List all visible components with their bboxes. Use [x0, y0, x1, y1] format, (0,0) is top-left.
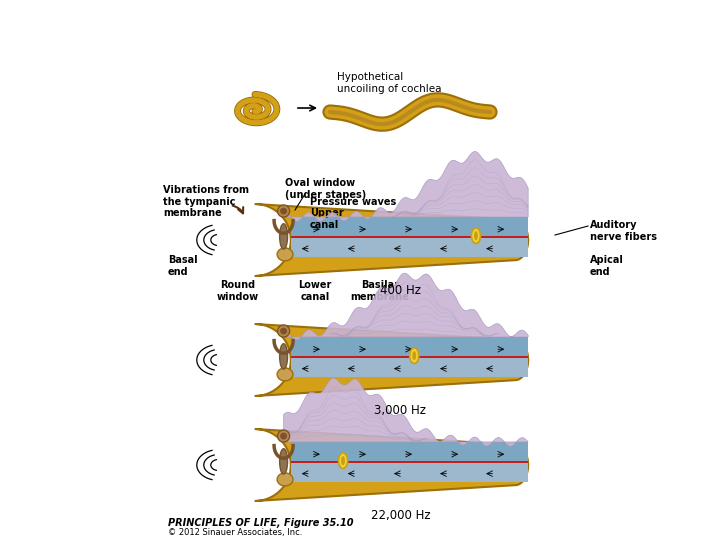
- Ellipse shape: [277, 248, 293, 261]
- Text: Round
window: Round window: [217, 280, 259, 302]
- Polygon shape: [291, 237, 528, 257]
- Ellipse shape: [472, 228, 480, 244]
- Ellipse shape: [338, 453, 348, 469]
- Circle shape: [278, 325, 289, 337]
- Polygon shape: [291, 356, 528, 377]
- Text: Vibrations from
the tympanic
membrane: Vibrations from the tympanic membrane: [163, 185, 249, 218]
- Polygon shape: [291, 442, 528, 461]
- Circle shape: [278, 205, 289, 217]
- Text: Pressure waves: Pressure waves: [310, 197, 396, 207]
- Circle shape: [280, 207, 287, 214]
- Circle shape: [280, 328, 287, 335]
- Polygon shape: [255, 324, 528, 396]
- Text: 400 Hz: 400 Hz: [380, 284, 421, 297]
- Text: Lower
canal: Lower canal: [298, 280, 332, 302]
- Polygon shape: [255, 429, 528, 501]
- Text: Basal
end: Basal end: [168, 255, 197, 276]
- Polygon shape: [291, 235, 528, 238]
- Polygon shape: [291, 461, 528, 482]
- Ellipse shape: [341, 456, 345, 465]
- Text: Basilar
membrane: Basilar membrane: [351, 280, 410, 302]
- Polygon shape: [255, 204, 528, 276]
- Text: Auditory
nerve fibers: Auditory nerve fibers: [590, 220, 657, 241]
- Ellipse shape: [277, 473, 293, 486]
- Circle shape: [278, 430, 289, 442]
- Text: © 2012 Sinauer Associates, Inc.: © 2012 Sinauer Associates, Inc.: [168, 528, 302, 537]
- Polygon shape: [284, 152, 528, 221]
- Ellipse shape: [410, 348, 419, 363]
- Ellipse shape: [279, 449, 287, 474]
- Text: Hypothetical
uncoiling of cochlea: Hypothetical uncoiling of cochlea: [337, 72, 441, 93]
- Polygon shape: [284, 378, 528, 446]
- Polygon shape: [291, 337, 528, 356]
- Text: Upper
canal: Upper canal: [310, 208, 343, 230]
- Circle shape: [280, 433, 287, 440]
- Polygon shape: [284, 273, 528, 340]
- Polygon shape: [291, 217, 528, 235]
- Ellipse shape: [279, 224, 287, 249]
- Ellipse shape: [277, 368, 293, 381]
- Polygon shape: [291, 356, 528, 358]
- Ellipse shape: [413, 351, 416, 360]
- Text: Figure 35.10  Sensing Pressure Waves in the Inner Ear: Figure 35.10 Sensing Pressure Waves in t…: [6, 8, 420, 23]
- Text: Oval window
(under stapes): Oval window (under stapes): [285, 178, 366, 200]
- Ellipse shape: [474, 231, 478, 240]
- Text: 3,000 Hz: 3,000 Hz: [374, 404, 426, 417]
- Text: 22,000 Hz: 22,000 Hz: [371, 509, 431, 522]
- Text: Apical
end: Apical end: [590, 255, 624, 276]
- Ellipse shape: [279, 344, 287, 369]
- Text: PRINCIPLES OF LIFE, Figure 35.10: PRINCIPLES OF LIFE, Figure 35.10: [168, 518, 354, 528]
- Polygon shape: [291, 461, 528, 463]
